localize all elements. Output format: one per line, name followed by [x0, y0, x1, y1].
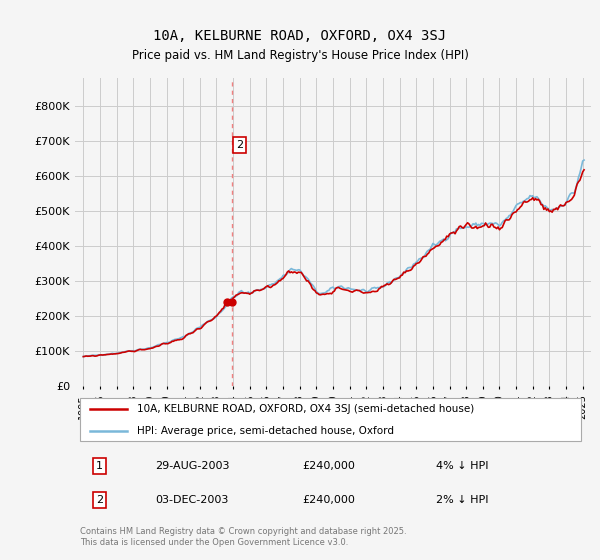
- Text: 4% ↓ HPI: 4% ↓ HPI: [436, 461, 488, 471]
- Text: 10A, KELBURNE ROAD, OXFORD, OX4 3SJ (semi-detached house): 10A, KELBURNE ROAD, OXFORD, OX4 3SJ (sem…: [137, 404, 474, 414]
- Text: 2: 2: [236, 140, 243, 150]
- Text: 1: 1: [96, 461, 103, 471]
- Text: £240,000: £240,000: [302, 461, 355, 471]
- Text: £240,000: £240,000: [302, 495, 355, 505]
- Text: 03-DEC-2003: 03-DEC-2003: [155, 495, 229, 505]
- Text: HPI: Average price, semi-detached house, Oxford: HPI: Average price, semi-detached house,…: [137, 426, 394, 436]
- Text: 29-AUG-2003: 29-AUG-2003: [155, 461, 229, 471]
- Text: Contains HM Land Registry data © Crown copyright and database right 2025.
This d: Contains HM Land Registry data © Crown c…: [80, 527, 407, 547]
- Text: 2% ↓ HPI: 2% ↓ HPI: [436, 495, 488, 505]
- FancyBboxPatch shape: [80, 398, 581, 441]
- Text: Price paid vs. HM Land Registry's House Price Index (HPI): Price paid vs. HM Land Registry's House …: [131, 49, 469, 63]
- Text: 10A, KELBURNE ROAD, OXFORD, OX4 3SJ: 10A, KELBURNE ROAD, OXFORD, OX4 3SJ: [154, 29, 446, 44]
- Text: 2: 2: [95, 495, 103, 505]
